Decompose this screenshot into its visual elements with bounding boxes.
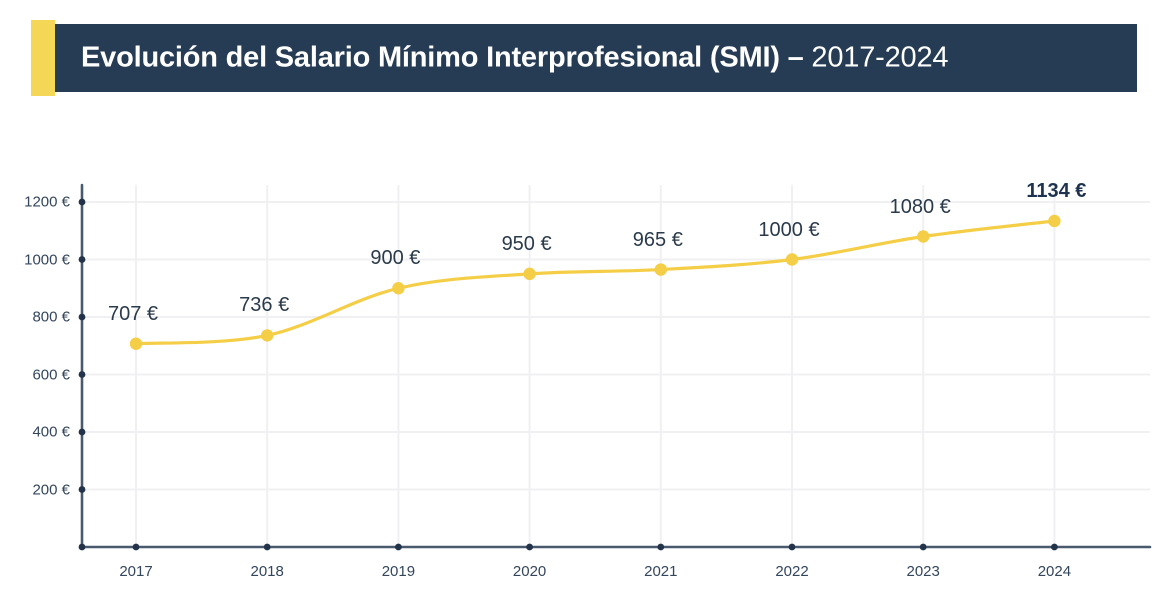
header-title-bar: Evolución del Salario Mínimo Interprofes… (55, 24, 1137, 92)
x-axis-tick-label: 2017 (119, 563, 153, 580)
y-axis-tick-label: 200 € (32, 481, 70, 498)
data-point-label: 950 € (501, 232, 552, 255)
x-axis-tick-label: 2022 (775, 563, 809, 580)
y-axis-tick-label: 400 € (32, 423, 70, 441)
axis-lines (80, 183, 1152, 549)
page-title-main: Evolución del Salario Mínimo Interprofes… (81, 41, 812, 74)
data-points (129, 214, 1061, 350)
gridlines (82, 185, 1150, 547)
data-line (134, 219, 1056, 346)
x-axis-tick-label: 2020 (512, 563, 547, 580)
x-axis-tick-label: 2024 (1037, 563, 1072, 580)
data-point-label: 965 € (632, 228, 683, 251)
header-band: Evolución del Salario Mínimo Interprofes… (31, 20, 1137, 96)
data-point-label: 736 € (239, 294, 290, 317)
data-point-label: 1000 € (758, 218, 820, 241)
x-axis-tick-label: 2023 (906, 563, 940, 580)
y-axis-tick-label: 1200 € (24, 193, 70, 211)
chart-canvas (78, 183, 1152, 551)
y-axis-tick-label: 1000 € (24, 251, 70, 268)
x-axis-tick-label: 2018 (250, 563, 284, 580)
data-point-label: 707 € (107, 302, 159, 325)
data-point-label: 900 € (370, 247, 421, 270)
data-point-label: 1134 € (1026, 179, 1087, 202)
data-point-label: 1080 € (889, 195, 951, 218)
y-axis-tick-label: 800 € (32, 308, 70, 326)
y-axis-tick-label: 600 € (32, 366, 70, 383)
page-title: Evolución del Salario Mínimo Interprofes… (81, 41, 949, 75)
line-chart: 200 € 400 € 600 € 800 € 1000 € 1200 € 2017 201… (0, 96, 1162, 611)
x-axis-tick-label: 2019 (381, 563, 416, 580)
axis-tick-dots (78, 198, 1058, 551)
header-accent-bar (31, 20, 55, 96)
x-axis-tick-label: 2021 (644, 563, 678, 580)
page-title-range: 2017-2024 (811, 41, 949, 74)
